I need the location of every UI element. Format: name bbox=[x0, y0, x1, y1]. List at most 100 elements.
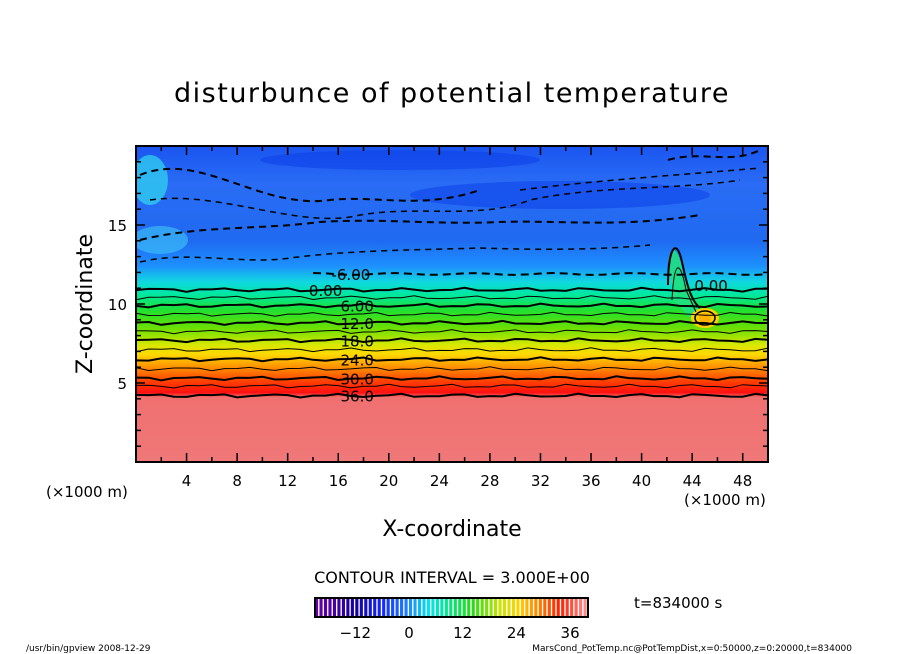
x-tick-label: 48 bbox=[733, 472, 752, 490]
contour-line bbox=[136, 302, 768, 309]
colorbar-swatch bbox=[516, 598, 520, 617]
footer-right: MarsCond_PotTemp.nc@PotTempDist,x=0:5000… bbox=[532, 644, 852, 654]
colorbar-swatch bbox=[520, 598, 525, 617]
colorbar bbox=[315, 598, 587, 617]
colorbar-tick-label: 24 bbox=[507, 624, 526, 642]
colorbar-tick-labels: −12 0 12 24 36 bbox=[339, 624, 579, 642]
colorbar-swatch bbox=[319, 598, 323, 617]
colorbar-swatch bbox=[547, 598, 551, 617]
colorbar-swatch bbox=[431, 598, 435, 617]
x-unit-label: (×1000 m) bbox=[684, 491, 766, 509]
cyan-patch bbox=[136, 155, 168, 205]
x-tick-label: 12 bbox=[278, 472, 297, 490]
warm-anomaly-core bbox=[699, 313, 711, 323]
colorbar-swatch bbox=[565, 598, 569, 617]
contour-label: 0.00 bbox=[309, 282, 342, 300]
blue-patch bbox=[260, 150, 540, 170]
colorbar-swatch bbox=[400, 598, 404, 617]
contour-label: 30.0 bbox=[340, 370, 373, 388]
colorbar-swatch bbox=[507, 598, 511, 617]
colorbar-swatch bbox=[556, 598, 560, 617]
colorbar-swatch bbox=[386, 598, 390, 617]
colorbar-swatch bbox=[538, 598, 542, 617]
colorbar-swatch bbox=[485, 598, 489, 617]
colorbar-frame bbox=[314, 597, 589, 618]
contour-line bbox=[136, 329, 768, 335]
contour-label: -6.00 bbox=[331, 266, 370, 284]
dashed-contour bbox=[519, 167, 761, 191]
colorbar-swatch bbox=[471, 598, 475, 617]
y-tick-label: 5 bbox=[117, 375, 127, 393]
contour-line bbox=[136, 319, 768, 326]
contour-lines bbox=[136, 271, 768, 399]
x-tick-label: 4 bbox=[182, 472, 192, 490]
colorbar-swatch bbox=[422, 598, 426, 617]
colorbar-swatch bbox=[355, 598, 359, 617]
colorbar-tick-label: 36 bbox=[561, 624, 580, 642]
colorbar-swatch bbox=[529, 598, 533, 617]
colorbar-swatch bbox=[426, 598, 431, 617]
colorbar-swatch bbox=[561, 598, 565, 617]
contour-line bbox=[136, 366, 768, 372]
colorbar-swatch bbox=[440, 598, 444, 617]
colorbar-swatch bbox=[404, 598, 408, 617]
x-tick-labels: 4 8 12 16 20 24 28 32 36 40 44 48 bbox=[182, 472, 752, 490]
contour-interval-label: CONTOUR INTERVAL = 3.000E+00 bbox=[314, 568, 590, 587]
x-tick-label: 24 bbox=[430, 472, 449, 490]
x-tick-label: 16 bbox=[329, 472, 348, 490]
contour-label: 18.0 bbox=[340, 332, 373, 350]
colorbar-swatch bbox=[449, 598, 453, 617]
colorbar-swatch bbox=[413, 598, 417, 617]
dashed-contour bbox=[139, 167, 481, 203]
colorbar-swatch bbox=[332, 598, 337, 617]
time-label: t=834000 s bbox=[634, 594, 722, 612]
x-tick-label: 28 bbox=[480, 472, 499, 490]
colorbar-tick-label: 12 bbox=[453, 624, 472, 642]
cyan-patch bbox=[136, 226, 188, 254]
colorbar-swatch bbox=[511, 598, 516, 617]
y-unit-label: (×1000 m) bbox=[46, 483, 128, 501]
colorbar-swatch bbox=[323, 598, 328, 617]
colorbar-swatch bbox=[570, 598, 574, 617]
colorbar-swatch bbox=[408, 598, 413, 617]
colorbar-swatch bbox=[382, 598, 386, 617]
x-tick-label: 44 bbox=[683, 472, 702, 490]
colorbar-swatch bbox=[552, 598, 556, 617]
colorbar-swatch bbox=[458, 598, 462, 617]
colorbar-swatch bbox=[453, 598, 457, 617]
colorbar-swatch bbox=[341, 598, 345, 617]
contour-line bbox=[136, 347, 768, 353]
y-tick-labels: 5 10 15 bbox=[108, 217, 127, 393]
contour-line bbox=[136, 383, 768, 389]
x-tick-label: 36 bbox=[581, 472, 600, 490]
contour-line bbox=[136, 356, 768, 363]
colorbar-swatch bbox=[444, 598, 448, 617]
dashed-contour bbox=[149, 179, 741, 220]
x-tick-label: 20 bbox=[379, 472, 398, 490]
contour-label: 0.00 bbox=[694, 277, 727, 295]
dashed-contour bbox=[139, 214, 701, 241]
warm-anomaly-contour bbox=[694, 310, 716, 326]
colorbar-swatch bbox=[417, 598, 422, 617]
colorbar-swatch bbox=[373, 598, 377, 617]
colorbar-swatch bbox=[543, 598, 547, 617]
y-tick-label: 15 bbox=[108, 217, 127, 235]
colorbar-swatch bbox=[337, 598, 341, 617]
contour-line bbox=[136, 392, 768, 399]
x-tick-label: 8 bbox=[232, 472, 242, 490]
plume bbox=[668, 250, 700, 318]
footer-left: /usr/bin/gpview 2008-12-29 bbox=[26, 644, 151, 654]
colorbar-swatch bbox=[579, 598, 583, 617]
colorbar-swatch bbox=[368, 598, 372, 617]
chart-title: disturbunce of potential temperature bbox=[174, 78, 730, 109]
x-tick-label: 32 bbox=[531, 472, 550, 490]
contour-line bbox=[136, 337, 768, 344]
contour-line bbox=[136, 311, 768, 317]
contour-label: 24.0 bbox=[340, 351, 373, 369]
plume-contour bbox=[667, 247, 701, 309]
y-axis-label: Z-coordinate bbox=[73, 234, 98, 374]
colorbar-swatch bbox=[346, 598, 350, 617]
x-axis-label: X-coordinate bbox=[382, 517, 521, 542]
colorbar-swatch bbox=[462, 598, 466, 617]
contour-line bbox=[136, 375, 768, 382]
